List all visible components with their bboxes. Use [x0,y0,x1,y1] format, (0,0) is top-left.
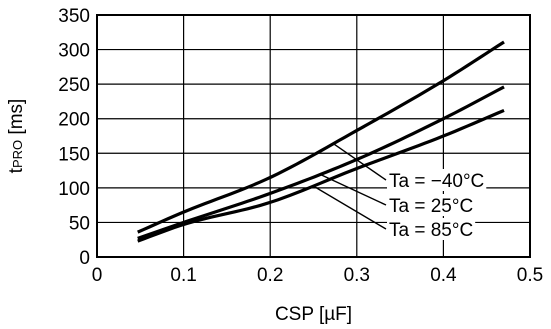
annotation-label-background [387,194,476,216]
y-tick-label: 300 [58,41,90,62]
annotation-leader-line [313,185,387,230]
y-axis-label: tPRO [ms] [6,99,27,174]
annotation-leaders: Ta = −40°C Ta = 25°C Ta = 85°C [313,143,487,241]
x-tick-label: 0.1 [170,265,196,286]
y-axis-label-subscript: PRO [10,140,25,168]
x-tick-label: 0.3 [344,265,370,286]
series-line-3 [137,108,505,243]
series-line-1 [137,40,505,234]
y-tick-label: 200 [58,110,90,131]
x-tick-label: 0.4 [430,265,457,286]
y-tick-label: 100 [58,179,90,200]
y-tick-label: 150 [58,144,90,165]
annotation-leader-line [333,143,387,181]
annotation-label-background [387,169,487,191]
y-axis-label-unit: [ms] [6,99,27,140]
x-tick-label: 0 [92,265,103,286]
x-tick-label: 0.5 [517,265,543,286]
y-tick-label: 50 [69,213,90,234]
x-axis-label: CSP [µF] [275,304,352,325]
annotation-leader-line [320,173,387,206]
y-axis-label-main: t [6,167,27,173]
y-tick-label: 0 [79,248,90,269]
y-tick-label: 250 [58,75,90,96]
y-tick-label: 350 [58,6,90,27]
x-tick-label: 0.2 [257,265,283,286]
annotation-label-background [387,218,476,240]
series-annotation-label: Ta = 25°C [389,196,473,217]
plot-frame [96,14,531,258]
series-annotation-label: Ta = 85°C [389,220,473,241]
series-annotation-label: Ta = −40°C [389,171,484,192]
tick-labels: 0 0.1 0.2 0.3 0.4 0.5 0 50 100 150 200 250 300 350 [58,6,543,286]
